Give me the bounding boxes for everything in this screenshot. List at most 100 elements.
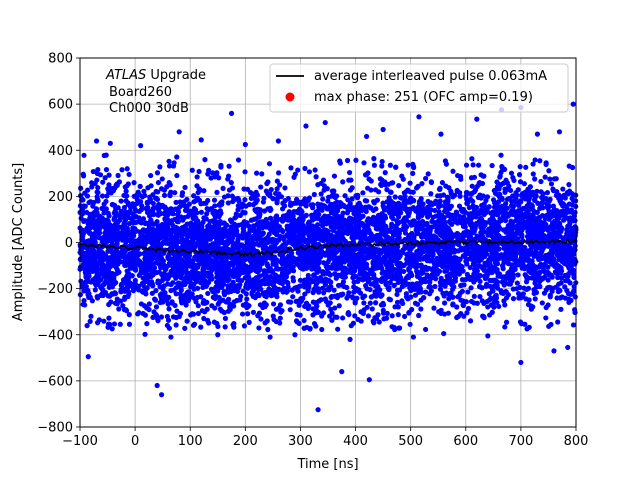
scatter-point [369, 306, 375, 312]
scatter-point [475, 257, 481, 263]
scatter-point [297, 251, 303, 257]
scatter-point [460, 253, 466, 259]
scatter-point [522, 321, 528, 327]
scatter-point [435, 193, 441, 199]
scatter-point [106, 315, 112, 321]
scatter-point [241, 323, 248, 329]
scatter-point [95, 234, 101, 240]
scatter-point [523, 164, 529, 170]
scatter-point [262, 303, 268, 310]
scatter-point [135, 189, 141, 195]
scatter-point [161, 192, 168, 198]
scatter-point [163, 266, 169, 273]
scatter-point [388, 189, 394, 195]
scatter-point [490, 288, 496, 294]
scatter-point [164, 313, 170, 320]
scatter-point [283, 272, 289, 278]
scatter-point [166, 325, 172, 331]
scatter-point [303, 229, 310, 235]
scatter-point [95, 166, 101, 173]
scatter-point [445, 310, 451, 316]
scatter-point [96, 317, 102, 323]
scatter-point [411, 164, 417, 171]
scatter-point [361, 300, 367, 306]
scatter-point [382, 170, 388, 176]
scatter-point [166, 163, 173, 169]
scatter-point [256, 310, 263, 316]
scatter-point [380, 200, 386, 206]
scatter-point [85, 187, 91, 193]
scatter-point [407, 180, 413, 186]
scatter-point [393, 270, 399, 276]
scatter-point [166, 158, 172, 164]
scatter-point [174, 172, 180, 179]
scatter-point [450, 168, 456, 174]
scatter-point [225, 308, 232, 314]
scatter-point [199, 229, 205, 235]
scatter-point [138, 218, 144, 224]
scatter-point [142, 220, 148, 227]
scatter-point [477, 293, 483, 300]
scatter-point [375, 312, 381, 318]
scatter-point [401, 262, 407, 268]
scatter-point [155, 179, 161, 186]
scatter-point [169, 259, 175, 265]
scatter-point [285, 284, 291, 290]
scatter-point [115, 205, 121, 211]
scatter-point [424, 272, 430, 278]
scatter-point [257, 236, 264, 242]
scatter-point [348, 323, 354, 329]
scatter-point [502, 324, 508, 330]
scatter-point [228, 218, 235, 225]
scatter-point [333, 219, 339, 225]
scatter-point [463, 162, 470, 168]
scatter-point [277, 315, 283, 321]
scatter-point [515, 272, 521, 278]
scatter-point [240, 288, 246, 294]
scatter-point [385, 285, 391, 291]
scatter-point [191, 205, 197, 212]
scatter-point [244, 296, 250, 302]
scatter-point [451, 254, 457, 261]
scatter-point [547, 272, 553, 278]
scatter-point [294, 196, 300, 202]
scatter-point [448, 188, 454, 194]
scatter-point [386, 195, 392, 201]
scatter-point [251, 285, 257, 291]
scatter-point [204, 211, 210, 217]
scatter-point [316, 260, 322, 266]
scatter-point [192, 254, 198, 260]
scatter-point [242, 197, 248, 203]
scatter-point [268, 186, 274, 193]
scatter-point [289, 287, 295, 293]
scatter-point [486, 291, 492, 297]
scatter-point [306, 169, 312, 175]
scatter-point [467, 318, 474, 324]
scatter-point [553, 176, 559, 182]
scatter-point [350, 295, 356, 301]
scatter-point [532, 176, 538, 182]
scatter-point [222, 315, 228, 322]
scatter-point [198, 324, 204, 330]
scatter-point [403, 291, 409, 297]
scatter-point [228, 180, 234, 186]
scatter-point [551, 228, 557, 234]
scatter-point [337, 158, 343, 164]
scatter-point [263, 240, 270, 246]
scatter-point [509, 198, 515, 205]
scatter-point [537, 158, 543, 164]
scatter-point [459, 288, 466, 294]
scatter-point [242, 169, 248, 175]
scatter-point [327, 272, 333, 278]
scatter-point [320, 196, 326, 202]
scatter-point [126, 171, 132, 178]
scatter-point [404, 256, 410, 262]
scatter-point [423, 175, 429, 182]
scatter-point [530, 161, 536, 167]
scatter-point [527, 184, 533, 190]
scatter-point [329, 193, 335, 199]
scatter-point [220, 185, 226, 191]
scatter-point [475, 162, 482, 168]
scatter-point [297, 283, 303, 289]
scatter-point [395, 312, 401, 318]
